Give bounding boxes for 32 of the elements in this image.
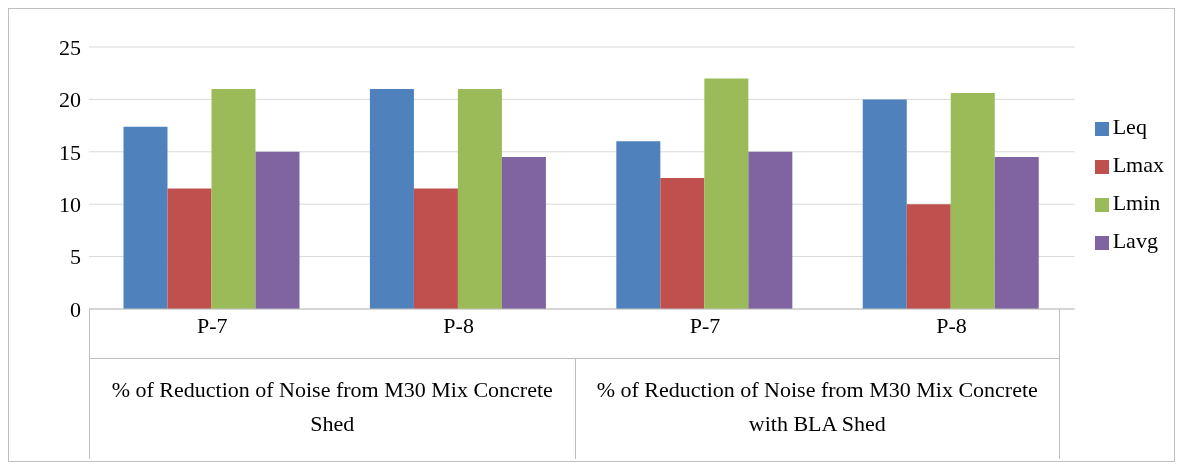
bar xyxy=(616,141,661,309)
legend-label: Lavg xyxy=(1112,228,1158,253)
bar xyxy=(457,88,502,309)
y-tick-label: 0 xyxy=(70,296,81,322)
legend-label: Lmax xyxy=(1112,152,1164,177)
x-tick-label: P-8 xyxy=(936,312,967,338)
bar xyxy=(413,188,458,309)
legend-label: Lmin xyxy=(1112,190,1161,215)
bar xyxy=(906,204,951,309)
bar xyxy=(255,151,300,309)
bar xyxy=(862,99,907,309)
y-tick-label: 25 xyxy=(59,34,81,60)
x-tick-label: P-7 xyxy=(196,312,228,338)
bar xyxy=(167,188,212,309)
text: % of Reduction of Noise from M30 Mix Concrete with BLA Shed xyxy=(574,359,1060,459)
x-tick-label: P-7 xyxy=(689,312,721,338)
bar xyxy=(950,93,995,309)
bar xyxy=(994,157,1039,309)
y-tick-label: 5 xyxy=(70,244,81,270)
bar xyxy=(660,178,705,309)
y-tick-label: 15 xyxy=(59,139,81,165)
x-tick-label: P-8 xyxy=(443,312,474,338)
bar xyxy=(123,126,168,309)
bar xyxy=(748,151,793,309)
bar xyxy=(369,88,414,309)
y-tick-label: 20 xyxy=(59,87,81,113)
y-tick-label: 10 xyxy=(59,192,81,218)
text: % of Reduction of Noise from M30 Mix Concrete Shed xyxy=(89,359,575,459)
bar xyxy=(704,78,749,309)
bar xyxy=(501,157,546,309)
legend-label: Leq xyxy=(1112,114,1147,139)
bar xyxy=(211,88,256,309)
